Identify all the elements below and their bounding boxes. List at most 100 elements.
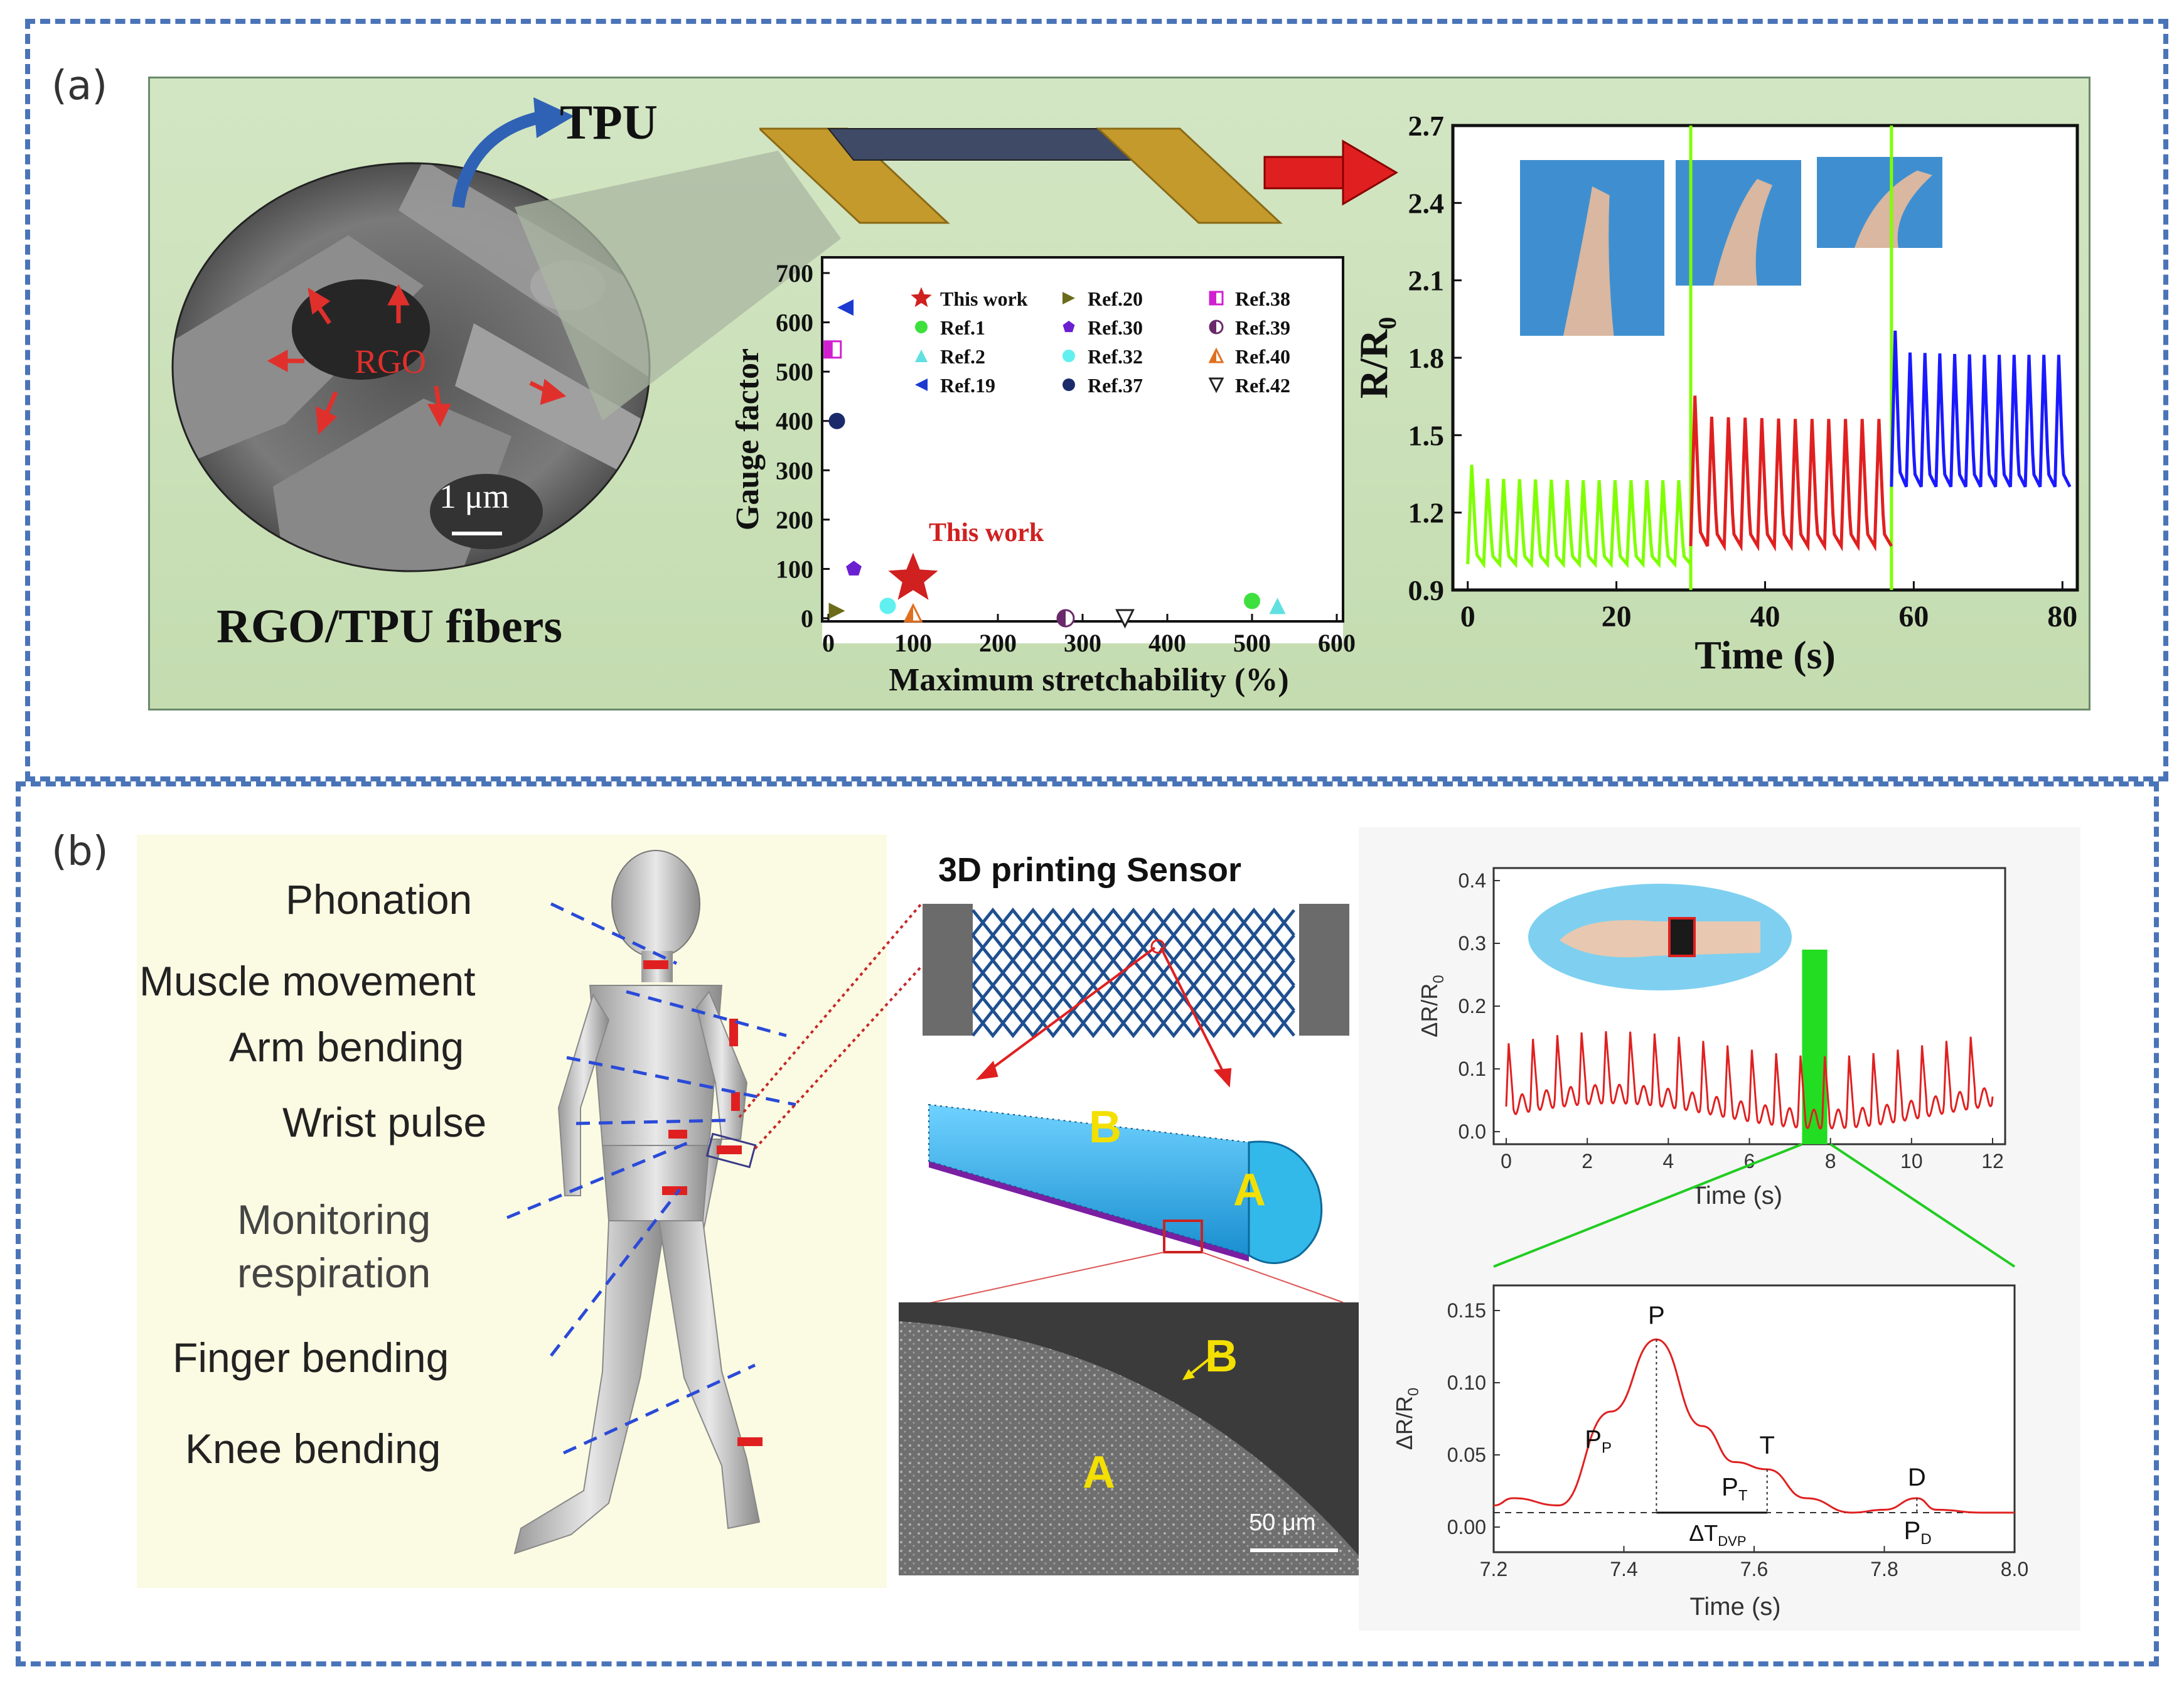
gauge-point [846,560,862,576]
pulse-x-tick-label: 4 [1662,1150,1674,1172]
gauge-y-tick-label: 500 [776,358,813,386]
res-x-tick-label: 60 [1898,600,1929,633]
fiber-label-b: B [1089,1102,1121,1152]
gauge-y-tick-label: 600 [776,309,813,337]
rgo-label: RGO [355,343,427,380]
pulse-x-tick-label: 12 [1981,1150,2004,1172]
sem-scale-50um: 50 μm [1249,1509,1316,1536]
pulse-x-tick-label: 0 [1501,1150,1512,1172]
body-figure-bg [137,835,887,1588]
gauge-annotation: This work [929,518,1044,547]
gauge-legend-marker [1063,321,1075,333]
pulse-y-tick-label: 0.3 [1459,932,1486,955]
gauge-legend-label: Ref.40 [1235,345,1290,368]
res-x-axis-label: Time (s) [1694,633,1836,677]
pulse-signal-line [1505,1031,1994,1130]
zoom-y-tick-label: 0.00 [1447,1516,1486,1538]
sem-image [171,162,651,572]
zoom-x-tick-label: 7.2 [1480,1558,1507,1580]
gauge-legend-marker [1210,350,1216,362]
pulse-y-axis-label: ΔR/R0 [1416,975,1447,1037]
peak-label-p: P [1648,1302,1665,1329]
pulse-y-tick-label: 0.0 [1459,1120,1486,1143]
gauge-point [828,603,845,619]
res-y-tick-label: 2.4 [1408,187,1445,219]
label-arm-bending: Arm bending [229,1024,464,1070]
gauge-x-tick-label: 200 [979,629,1017,657]
sensor-lattice [923,904,1349,1039]
hand-shape [1855,170,1932,248]
lattice-strand [972,1007,1295,1039]
gauge-point [828,412,845,429]
lattice-strand [972,957,1295,989]
gauge-point [888,552,938,600]
panel-b-label: (b) [51,828,109,875]
pulse-y-tick-label: 0.2 [1459,995,1486,1017]
res-y-tick-label: 1.8 [1408,342,1445,374]
label-respiration: respiration [237,1250,431,1296]
sem-label-a: A [1083,1447,1115,1498]
pulse-x-tick-label: 8 [1825,1150,1836,1172]
zoom-x-tick-label: 7.4 [1610,1558,1637,1580]
gauge-point [1269,598,1286,614]
peak-label-t: T [1760,1432,1775,1459]
panel-a-frame [25,19,2168,781]
sensor-fiber-3d [923,1103,1344,1306]
res-signal-line [1466,464,1692,569]
fiber-label-a: A [1233,1165,1266,1215]
gauge-legend-marker [1210,292,1216,304]
res-signal-line [1689,395,1893,552]
res-y-tick-label: 0.9 [1408,574,1445,606]
gauge-legend-marker [1208,377,1224,394]
red-arrow [1263,139,1398,206]
res-y-tick-label: 1.2 [1408,497,1445,529]
panel-b-frame [16,781,2159,1666]
pulse-y-tick-label: 0.4 [1459,869,1486,892]
zoom-x-tick-label: 8.0 [2001,1558,2028,1580]
wrist-sensor [1668,917,1696,957]
gauge-legend-marker [915,378,928,391]
rgo-arrow [324,391,338,416]
gauge-legend-marker [1210,321,1216,333]
gauge-legend-marker [915,350,928,362]
res-y-tick-label: 1.5 [1408,419,1445,451]
gauge-point [879,598,896,614]
gauge-legend-label: Ref.37 [1088,374,1143,397]
human-figure [513,850,763,1555]
sensor-sem-image [899,1302,1376,1575]
gauge-legend-label: Ref.19 [940,374,995,397]
label-finger-bending: Finger bending [173,1334,449,1381]
label-wrist-pulse: Wrist pulse [282,1099,487,1145]
pulse-x-tick-label: 2 [1582,1150,1593,1172]
gauge-legend-marker [1063,378,1075,391]
label-monitoring: Monitoring [237,1196,431,1243]
zoom-plot-frame [1492,1284,2016,1553]
gauge-legend-label: Ref.38 [1235,287,1290,310]
gauge-legend-marker [1063,350,1075,362]
gauge-x-tick-label: 0 [822,629,835,657]
zoom-guide-line [1829,1143,2016,1268]
pulse-x-tick-label: 6 [1744,1150,1755,1172]
res-x-tick-label: 20 [1602,600,1632,633]
gauge-legend-label: Ref.30 [1088,316,1143,339]
gauge-x-tick-label: 100 [894,629,932,657]
gauge-y-tick-label: 0 [801,604,813,633]
tpu-arrow [452,97,574,208]
zoom-signal-line [1493,1338,2015,1514]
wrist-arm [1560,920,1760,958]
gauge-point [1057,610,1066,626]
gauge-point [824,341,833,358]
resistance-chart: 0 20 40 60 80 0.9 1.2 1.5 1.8 2.1 2.4 2.7 Time (s) R/… [1351,113,2079,677]
gauge-point [837,299,854,316]
gauge-y-tick-label: 400 [776,407,813,436]
peak-label-d: D [1908,1464,1926,1491]
sensor-title: 3D printing Sensor [938,851,1242,889]
gauge-legend-label: This work [940,287,1028,310]
gauge-y-tick-label: 300 [776,456,813,485]
lattice-strand [972,982,1295,1014]
label-muscle-movement: Muscle movement [139,958,476,1004]
zoom-y-tick-label: 0.15 [1447,1299,1486,1322]
hand-shape [1713,179,1772,286]
gauge-legend-label: Ref.42 [1235,374,1290,397]
gauge-legend-label: Ref.2 [940,345,985,368]
